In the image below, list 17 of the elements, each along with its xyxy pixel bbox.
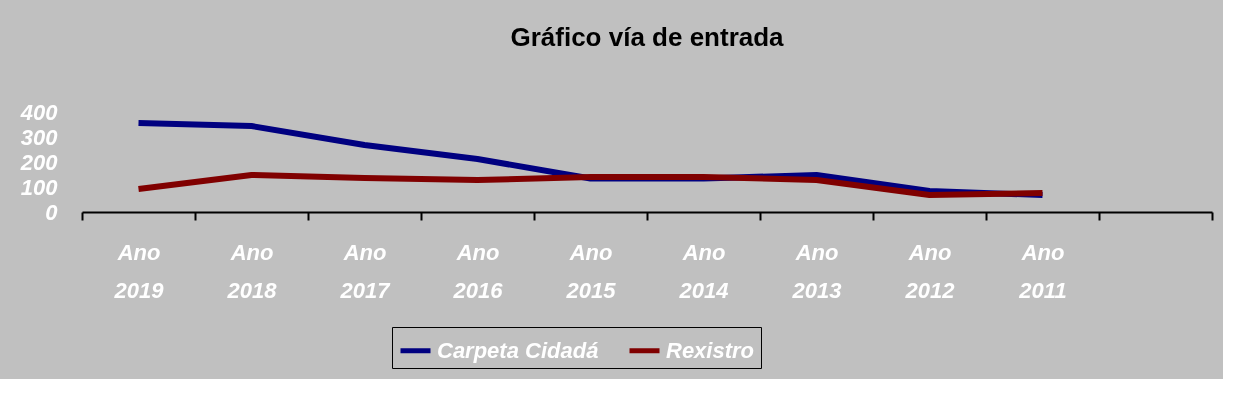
y-tick-label: 400 — [19, 99, 59, 125]
x-tick-label: Ano 2011 — [1018, 239, 1067, 303]
x-tick-label: Ano 2015 — [565, 239, 617, 303]
y-tick-label: 0 — [45, 199, 59, 225]
y-tick-label: 200 — [19, 149, 59, 175]
x-tick-label: Ano 2014 — [678, 239, 729, 303]
x-tick-label: Ano 2017 — [339, 239, 392, 303]
chart-title: Gráfico vía de entrada — [510, 22, 785, 52]
x-tick-label: Ano 2013 — [791, 239, 842, 303]
y-tick-label: 100 — [20, 174, 59, 200]
x-tick-label: Ano 2012 — [904, 239, 956, 303]
x-tick-label: Ano 2019 — [113, 239, 165, 303]
legend-label: Carpeta Cidadá — [437, 337, 599, 363]
y-tick-label: 300 — [20, 124, 59, 150]
x-tick-label: Ano 2016 — [452, 239, 504, 303]
x-tick-label: Ano 2018 — [226, 239, 278, 303]
legend-label: Rexistro — [666, 337, 755, 363]
